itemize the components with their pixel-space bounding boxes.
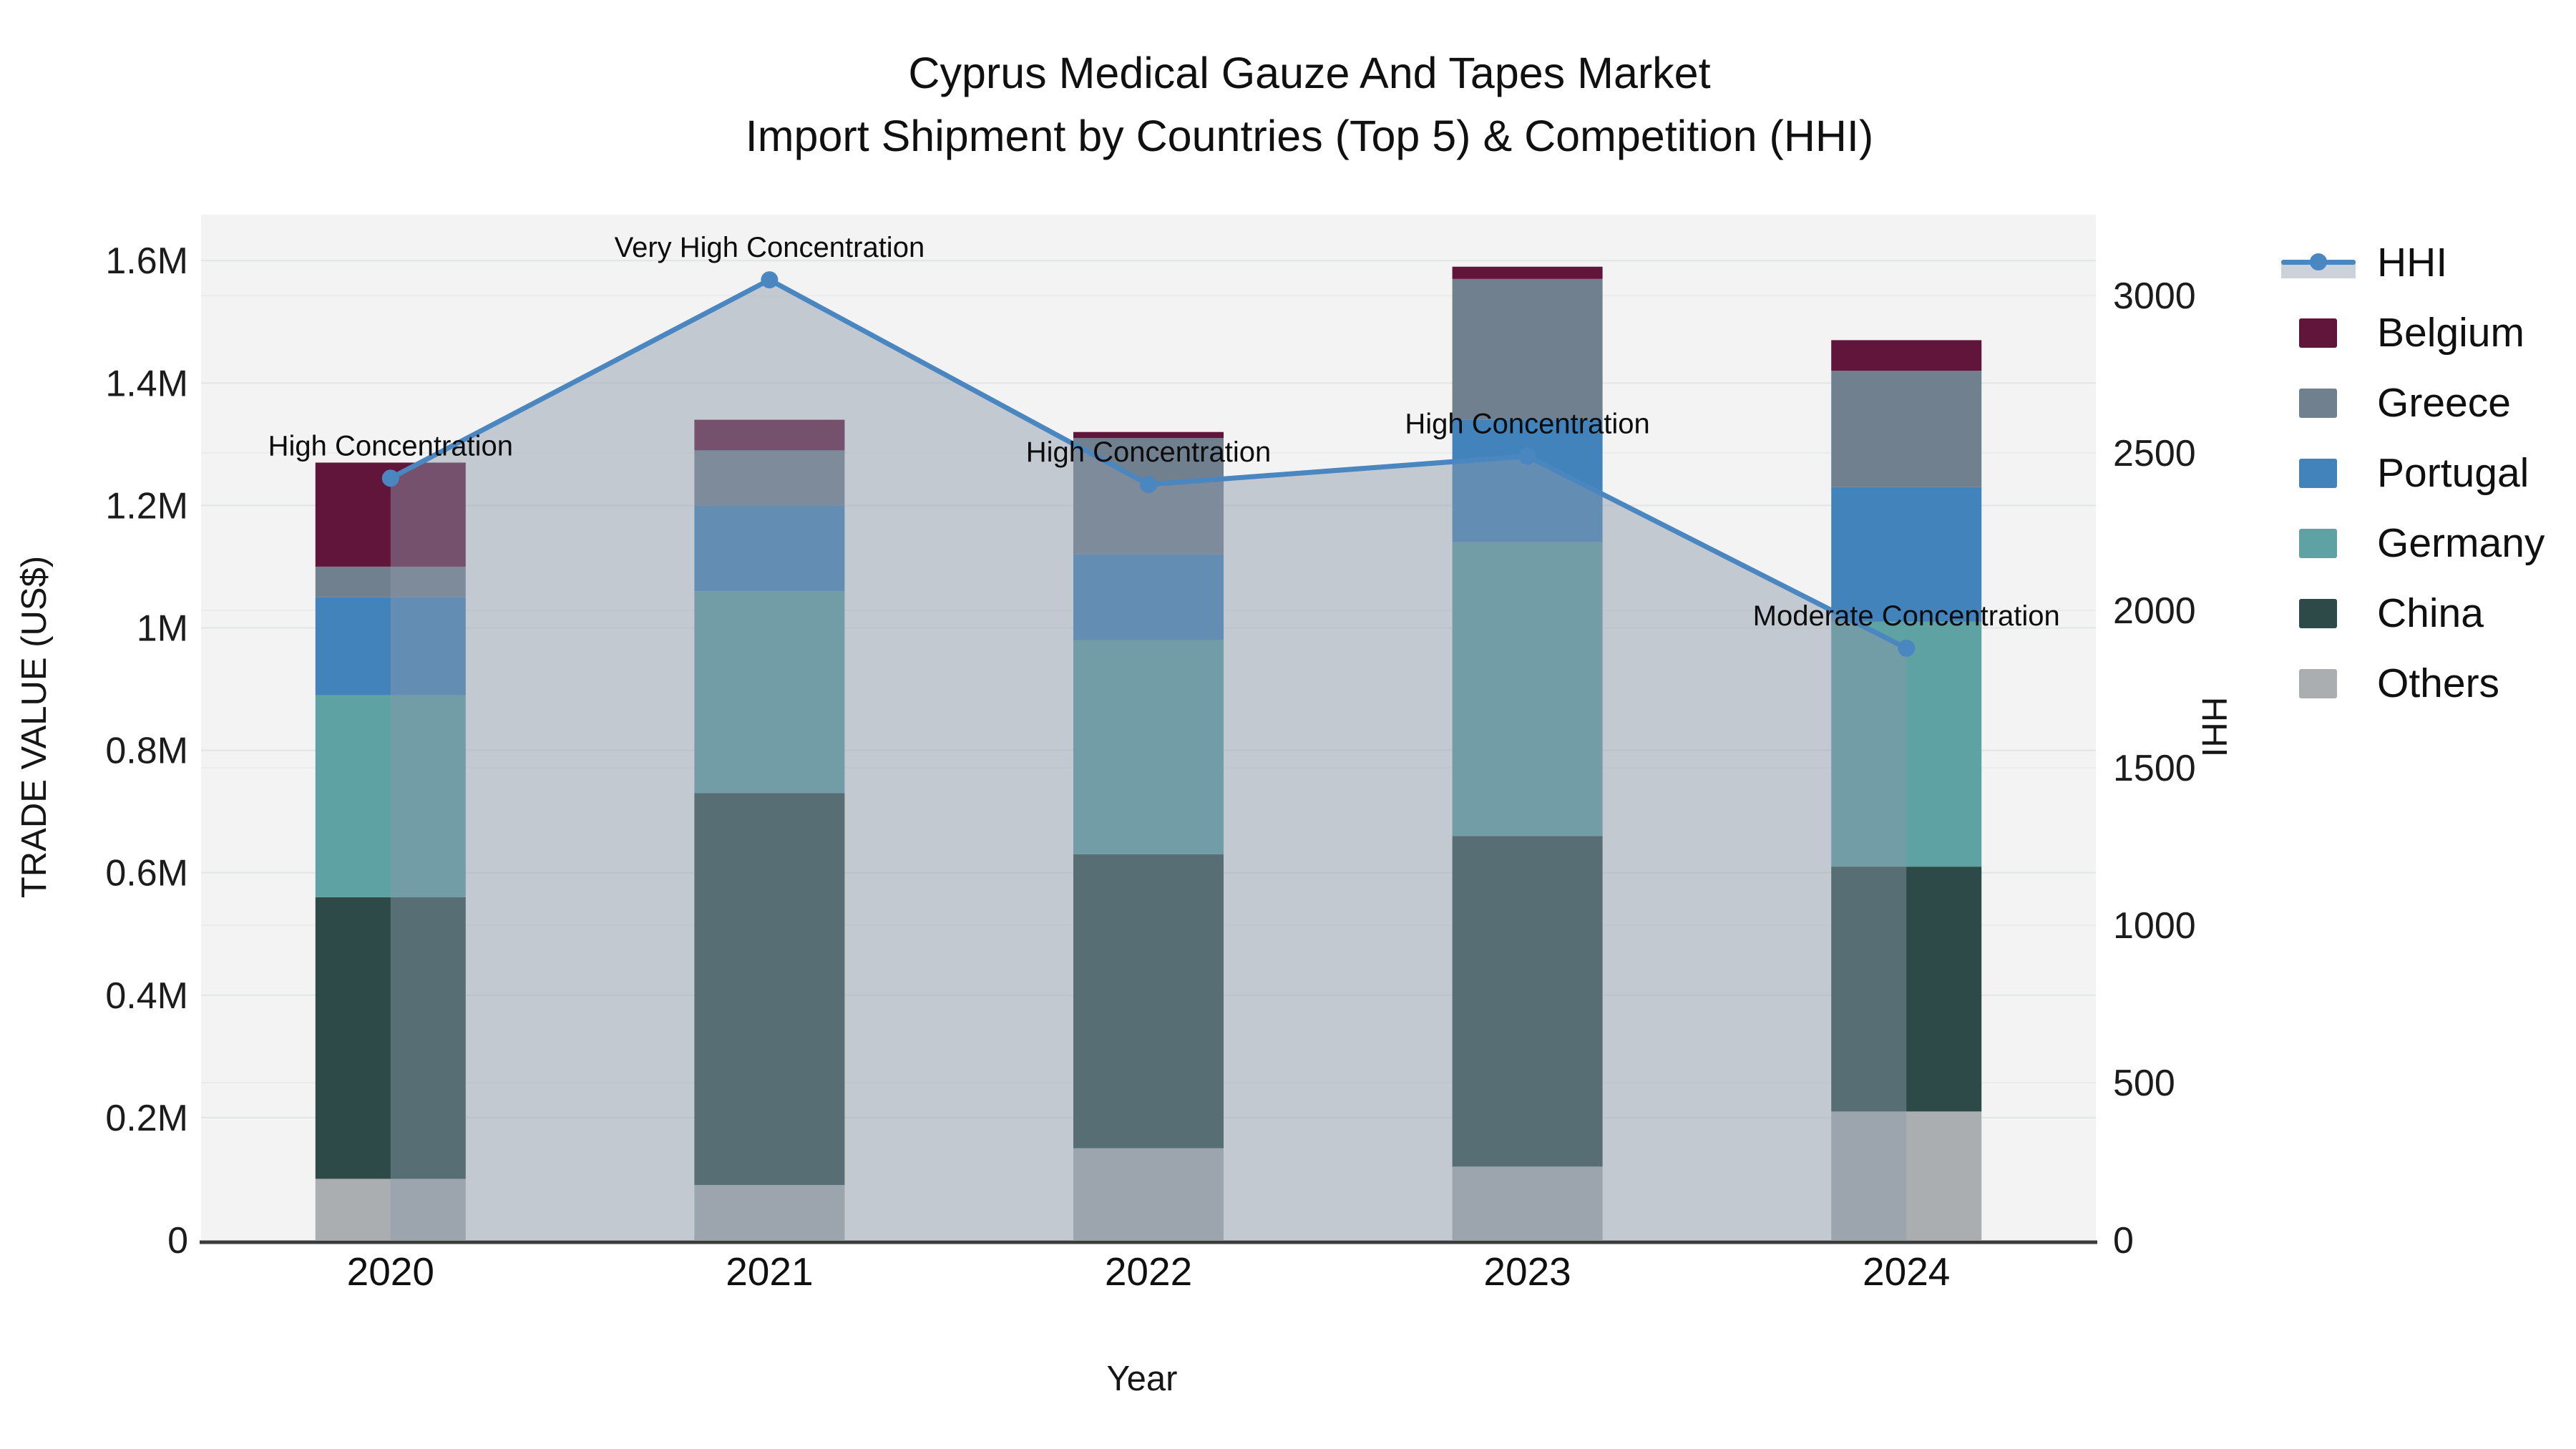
bar-segment-2021-portugal [694,505,845,592]
y2-tick-label: 2500 [2113,433,2196,474]
legend-label: Belgium [2377,310,2524,356]
y-tick-label: 1.2M [105,485,188,527]
bar-segment-2023-others [1452,1166,1603,1240]
legend-swatch-germany [2281,508,2356,578]
color-swatch-icon [2299,669,2337,698]
x-tick-label: 2022 [1105,1249,1192,1294]
x-tick-label: 2021 [726,1249,813,1294]
bar-segment-2022-germany [1073,640,1224,855]
annotation-2022: High Concentration [1026,436,1271,468]
hhi-area-fill [390,280,1907,1240]
bar-segment-2023-china [1452,836,1603,1167]
bar-segment-2021-belgium [694,419,845,451]
chart-title: Cyprus Medical Gauze And Tapes Market Im… [746,42,1873,167]
color-swatch-icon [2299,389,2337,418]
y-tick-label: 0.2M [105,1098,188,1139]
bar-segment-2021-germany [694,591,845,794]
x-tick-label: 2023 [1483,1249,1571,1294]
hhi-marker-2023 [1518,447,1536,465]
x-tick-label: 2024 [1863,1249,1950,1294]
bar-segment-2020-china [315,897,466,1179]
chart-title-line-1: Cyprus Medical Gauze And Tapes Market [908,49,1711,97]
hhi-marker-2024 [1898,639,1916,657]
legend-item-germany[interactable]: Germany [2281,508,2545,578]
annotation-2024: Moderate Concentration [1753,600,2060,632]
legend-item-china[interactable]: China [2281,578,2545,648]
y2-tick-label: 500 [2113,1063,2175,1104]
legend-swatch-others [2281,648,2356,718]
bar-segment-2024-belgium [1831,340,1982,371]
y2-tick-label: 0 [2113,1220,2134,1262]
y2-tick-label: 2000 [2113,590,2196,632]
hhi-marker-chip [2310,253,2327,270]
legend-item-greece[interactable]: Greece [2281,368,2545,438]
hhi-line-icon [2281,228,2356,298]
chart-title-line-2: Import Shipment by Countries (Top 5) & C… [745,112,1874,160]
hhi-marker-2022 [1140,476,1157,494]
hhi-marker-2021 [761,271,779,289]
hhi-marker-2020 [381,469,399,487]
y-tick-label: 1M [137,608,188,649]
bar-segment-2021-china [694,793,845,1186]
y2-tick-label: 3000 [2113,275,2196,317]
color-swatch-icon [2299,459,2337,488]
bar-segment-2023-germany [1452,542,1603,836]
y-tick-label: 0.4M [105,975,188,1017]
bar-segment-2023-greece [1452,278,1603,420]
x-tick-label: 2020 [347,1249,434,1294]
y-tick-label: 0.8M [105,731,188,772]
bar-segment-2024-china [1831,867,1982,1112]
legend-label: Portugal [2377,450,2529,496]
hhi-area-chip [2281,264,2356,278]
bar-segment-2020-others [315,1179,466,1240]
legend-label: Germany [2377,520,2545,566]
y-tick-label: 0.6M [105,853,188,894]
bar-segment-2020-greece [315,566,466,597]
y2-axis-title: HHI [2195,696,2233,758]
bar-segment-2022-others [1073,1148,1224,1240]
bar-segment-2024-others [1831,1111,1982,1240]
legend: HHI Belgium Greece Portugal Germany China Othe… [2281,228,2545,718]
y2-tick-label: 1500 [2113,748,2196,789]
legend-swatch-portugal [2281,438,2356,508]
x-axis-title: Year [1106,1360,1178,1398]
legend-swatch-china [2281,578,2356,648]
legend-item-portugal[interactable]: Portugal [2281,438,2545,508]
bar-segment-2024-portugal [1831,487,1982,622]
bar-segment-2024-greece [1831,371,1982,487]
y-tick-label: 0 [167,1220,188,1262]
color-swatch-icon [2299,529,2337,558]
bar-segment-2022-china [1073,854,1224,1148]
y2-tick-label: 1000 [2113,905,2196,947]
bar-segment-2020-portugal [315,597,466,696]
bar-segment-2022-belgium [1073,431,1224,439]
legend-label: HHI [2377,240,2448,286]
legend-item-others[interactable]: Others [2281,648,2545,718]
y-tick-label: 1.6M [105,240,188,282]
y-tick-label: 1.4M [105,363,188,404]
legend-label: Greece [2377,380,2511,426]
legend-label: Others [2377,660,2500,706]
legend-item-belgium[interactable]: Belgium [2281,298,2545,368]
legend-swatch-belgium [2281,298,2356,368]
bar-segment-2024-germany [1831,621,1982,867]
bar-segment-2023-belgium [1452,266,1603,279]
y-axis-title: TRADE VALUE (US$) [15,555,54,899]
bar-segment-2020-germany [315,695,466,897]
bar-segment-2021-greece [694,450,845,506]
bar-segment-2021-others [694,1185,845,1240]
bar-segment-2022-portugal [1073,554,1224,640]
color-swatch-icon [2299,599,2337,628]
annotation-2021: Very High Concentration [615,232,925,263]
annotation-2023: High Concentration [1405,408,1649,439]
legend-item-hhi[interactable]: HHI [2281,228,2545,298]
annotation-2020: High Concentration [268,430,513,462]
legend-swatch-greece [2281,368,2356,438]
legend-label: China [2377,590,2484,636]
color-swatch-icon [2299,318,2337,348]
